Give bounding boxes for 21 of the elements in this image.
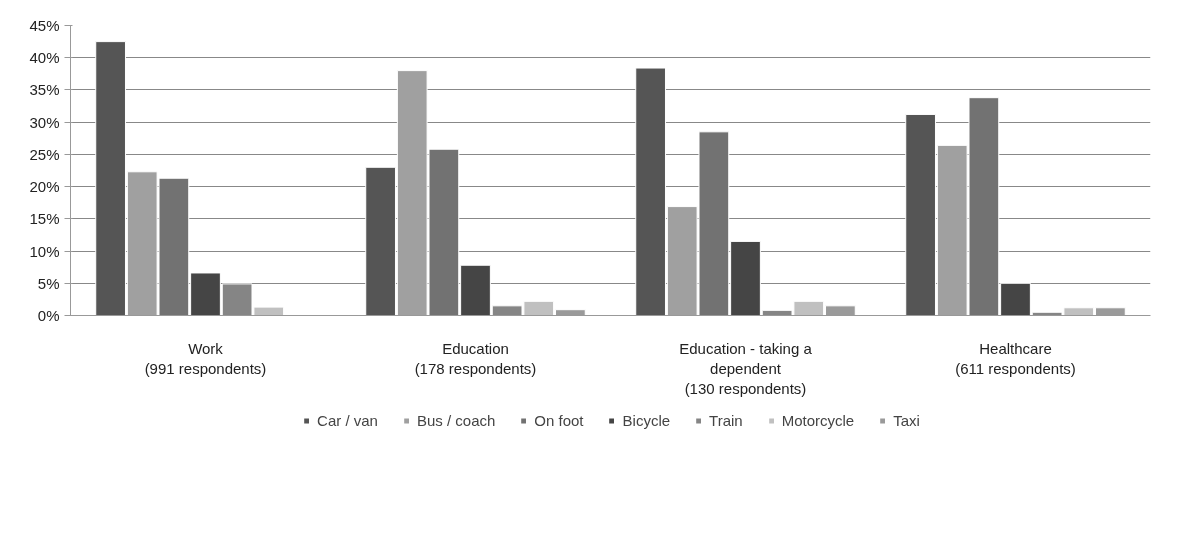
legend-label: On foot	[534, 411, 584, 429]
x-tick-label: Education (178 respondents)	[414, 339, 537, 377]
y-tick-label: 15%	[29, 210, 60, 228]
x-tick-label: Education - taking a dependent (130 respondents)	[679, 339, 813, 398]
legend-label: Bicycle	[622, 411, 671, 429]
y-tick-label: 10%	[29, 242, 60, 260]
x-tick-label: Healthcare (611 respondents)	[955, 339, 1076, 377]
legend-label: Motorcycle	[781, 411, 855, 429]
legend-label: Taxi	[893, 411, 920, 429]
y-tick-label: 30%	[29, 113, 60, 131]
y-tick-label: 25%	[29, 145, 60, 163]
y-tick-label: 45%	[29, 17, 60, 34]
y-tick-label: 5%	[37, 274, 60, 292]
legend-label: Car / van	[317, 411, 378, 429]
x-tick-label: Work (991 respondents)	[144, 339, 267, 377]
legend-label: Train	[709, 411, 743, 429]
y-tick-label: 20%	[29, 178, 60, 196]
legend-label: Bus / coach	[416, 411, 496, 429]
y-tick-label: 35%	[29, 81, 60, 99]
y-tick-label: 0%	[37, 307, 60, 324]
y-tick-label: 40%	[29, 49, 60, 67]
